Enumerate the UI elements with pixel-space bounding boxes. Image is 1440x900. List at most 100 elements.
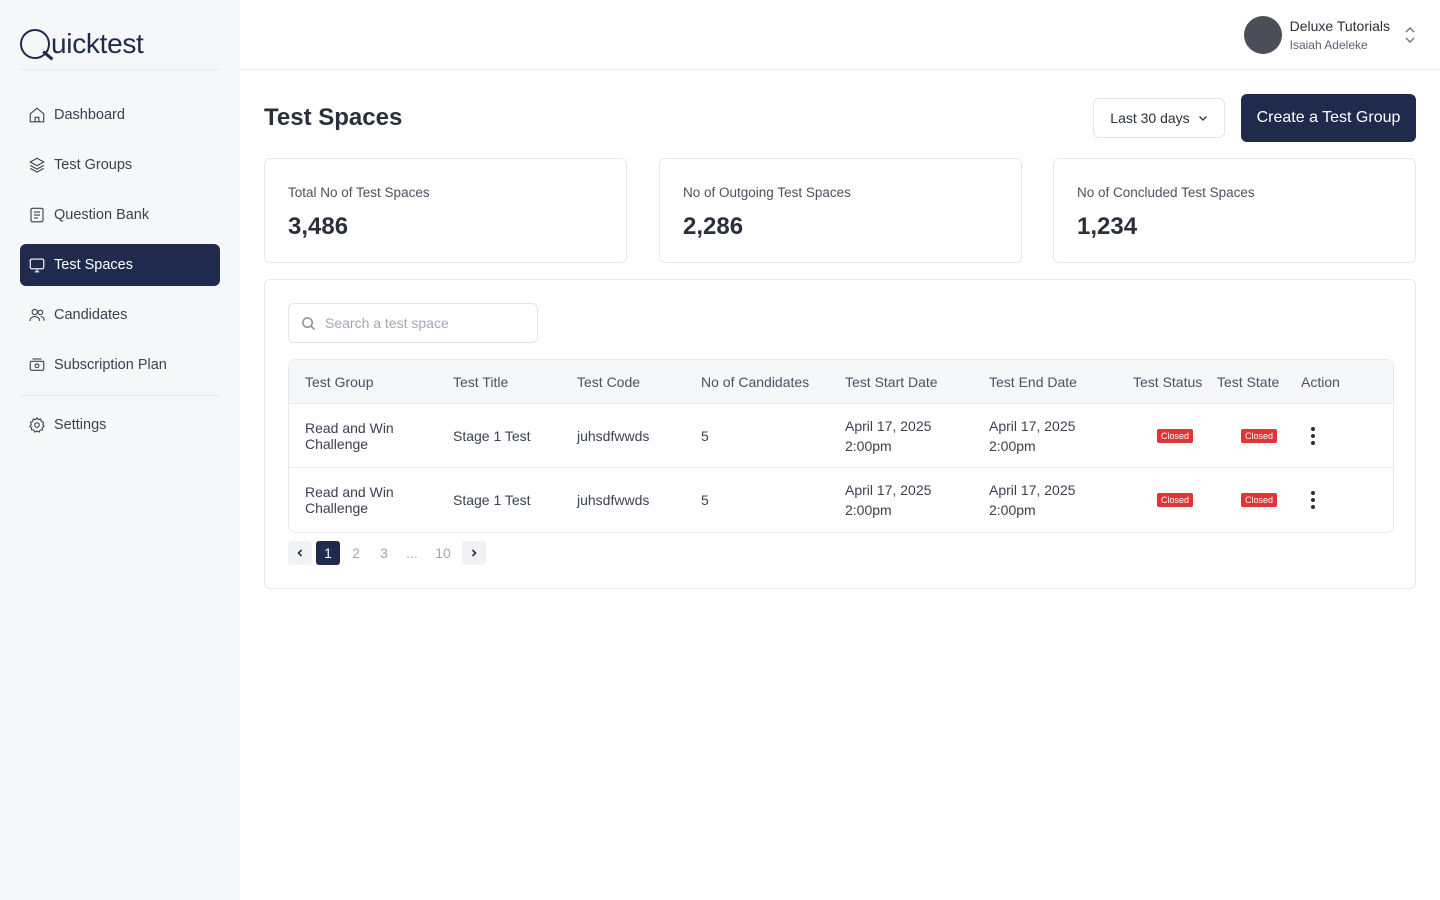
cell-test-group: Read and Win Challenge xyxy=(305,419,394,452)
column-header[interactable]: No of Candidates xyxy=(701,373,810,390)
column-header[interactable]: Test End Date xyxy=(989,373,1077,390)
user-switcher[interactable]: Deluxe Tutorials Isaiah Adeleke xyxy=(1243,16,1416,54)
cell-end-date: April 17, 2025 2:00pm xyxy=(989,416,1133,456)
logo-text: uicktest xyxy=(51,28,144,59)
sidebar: uicktest Dashboard Test Groups Question … xyxy=(0,0,240,900)
page-title: Test Spaces xyxy=(264,104,403,131)
column-header[interactable]: Test Start Date xyxy=(845,373,938,390)
end-date: April 17, 2025 xyxy=(989,417,1076,434)
sidebar-item-label: Candidates xyxy=(54,307,128,323)
gear-icon xyxy=(28,416,46,434)
sidebar-item-label: Subscription Plan xyxy=(54,357,167,373)
cell-action xyxy=(1301,425,1361,446)
cell-candidates: 5 xyxy=(701,427,709,444)
cell-test-title: Stage 1 Test xyxy=(453,492,531,508)
stat-label: Total No of Test Spaces xyxy=(288,185,430,200)
stat-label: No of Outgoing Test Spaces xyxy=(683,185,851,200)
sidebar-item-test-groups[interactable]: Test Groups xyxy=(20,144,220,186)
next-page-button[interactable] xyxy=(462,541,486,565)
page-button[interactable]: 2 xyxy=(352,545,360,561)
cell-state: Closed xyxy=(1217,493,1301,507)
prev-page-button[interactable] xyxy=(288,541,312,565)
sidebar-item-test-spaces[interactable]: Test Spaces xyxy=(20,244,220,286)
book-icon xyxy=(28,206,46,224)
page-button[interactable]: 3 xyxy=(380,545,388,561)
divider xyxy=(20,395,220,396)
page-button[interactable]: 1 xyxy=(316,541,340,565)
cell-status: Closed xyxy=(1133,428,1217,443)
app-logo[interactable]: uicktest xyxy=(20,26,144,62)
home-icon xyxy=(28,106,46,124)
page-ellipsis: ... xyxy=(406,545,418,561)
chevron-up-down-icon[interactable] xyxy=(1404,26,1416,44)
cell-test-group: Read and Win Challenge xyxy=(305,484,394,516)
search-input[interactable] xyxy=(325,315,525,331)
start-date: April 17, 2025 xyxy=(845,482,932,498)
stat-card-concluded: No of Concluded Test Spaces 1,234 xyxy=(1053,158,1416,263)
end-time: 2:00pm xyxy=(989,502,1036,518)
topbar: Deluxe Tutorials Isaiah Adeleke xyxy=(240,0,1440,70)
status-badge: Closed xyxy=(1156,493,1193,507)
end-time: 2:00pm xyxy=(989,437,1036,454)
stat-card-total: Total No of Test Spaces 3,486 xyxy=(264,158,627,263)
cell-test-code: juhsdfwwds xyxy=(577,492,650,508)
cell-test-title: Stage 1 Test xyxy=(453,427,531,444)
sidebar-item-label: Settings xyxy=(54,417,107,433)
search-icon xyxy=(302,316,316,330)
create-test-group-button[interactable]: Create a Test Group xyxy=(1241,94,1416,142)
stat-value: 1,234 xyxy=(1077,213,1138,240)
stat-label: No of Concluded Test Spaces xyxy=(1077,185,1255,200)
test-spaces-panel: Test Group Test Title Test Code No of Ca… xyxy=(264,279,1416,589)
logo-q-mark xyxy=(20,29,50,59)
column-header[interactable]: Test Code xyxy=(577,373,641,390)
money-icon xyxy=(28,356,46,374)
more-options-icon[interactable] xyxy=(1301,490,1325,511)
state-badge: Closed xyxy=(1240,428,1277,443)
monitor-icon xyxy=(28,256,46,274)
page-button[interactable]: 10 xyxy=(435,545,451,561)
column-header: Action xyxy=(1301,373,1340,390)
cell-candidates: 5 xyxy=(701,492,709,508)
status-badge: Closed xyxy=(1156,428,1193,443)
test-spaces-table: Test Group Test Title Test Code No of Ca… xyxy=(288,359,1394,533)
stat-value: 2,286 xyxy=(683,213,744,240)
divider xyxy=(20,69,220,70)
sidebar-item-label: Test Spaces xyxy=(54,257,133,273)
cell-start-date: April 17, 2025 2:00pm xyxy=(845,480,989,520)
avatar xyxy=(1243,16,1282,54)
users-icon xyxy=(28,306,46,324)
user-name: Isaiah Adeleke xyxy=(1289,38,1368,52)
start-date: April 17, 2025 xyxy=(845,417,932,434)
column-header[interactable]: Test State xyxy=(1217,373,1280,390)
user-org: Deluxe Tutorials xyxy=(1289,18,1390,34)
chevron-left-icon xyxy=(297,549,303,557)
stat-card-outgoing: No of Outgoing Test Spaces 2,286 xyxy=(659,158,1022,263)
cell-end-date: April 17, 2025 2:00pm xyxy=(989,480,1133,520)
table-row[interactable]: Read and Win Challenge Stage 1 Test juhs… xyxy=(289,468,1393,532)
cell-action xyxy=(1301,490,1361,511)
stat-value: 3,486 xyxy=(288,213,349,240)
chevron-down-icon xyxy=(1198,115,1207,122)
sidebar-item-candidates[interactable]: Candidates xyxy=(20,294,220,336)
date-range-label: Last 30 days xyxy=(1110,110,1190,126)
table-header: Test Group Test Title Test Code No of Ca… xyxy=(289,360,1393,404)
column-header[interactable]: Test Status xyxy=(1133,373,1203,390)
end-date: April 17, 2025 xyxy=(989,482,1076,498)
sidebar-item-label: Dashboard xyxy=(54,107,125,123)
more-options-icon[interactable] xyxy=(1301,425,1325,446)
column-header[interactable]: Test Group xyxy=(305,373,374,390)
cell-start-date: April 17, 2025 2:00pm xyxy=(845,416,989,456)
column-header[interactable]: Test Title xyxy=(453,373,509,390)
sidebar-item-settings[interactable]: Settings xyxy=(20,404,220,446)
state-badge: Closed xyxy=(1240,493,1277,507)
search-box[interactable] xyxy=(288,303,538,343)
table-row[interactable]: Read and Win Challenge Stage 1 Test juhs… xyxy=(289,404,1393,468)
date-range-select[interactable]: Last 30 days xyxy=(1093,98,1225,138)
sidebar-item-subscription-plan[interactable]: Subscription Plan xyxy=(20,344,220,386)
sidebar-item-dashboard[interactable]: Dashboard xyxy=(20,94,220,136)
sidebar-item-question-bank[interactable]: Question Bank xyxy=(20,194,220,236)
cell-status: Closed xyxy=(1133,493,1217,507)
cell-state: Closed xyxy=(1217,428,1301,443)
layers-icon xyxy=(28,156,46,174)
sidebar-nav: Dashboard Test Groups Question Bank Test… xyxy=(20,94,220,394)
